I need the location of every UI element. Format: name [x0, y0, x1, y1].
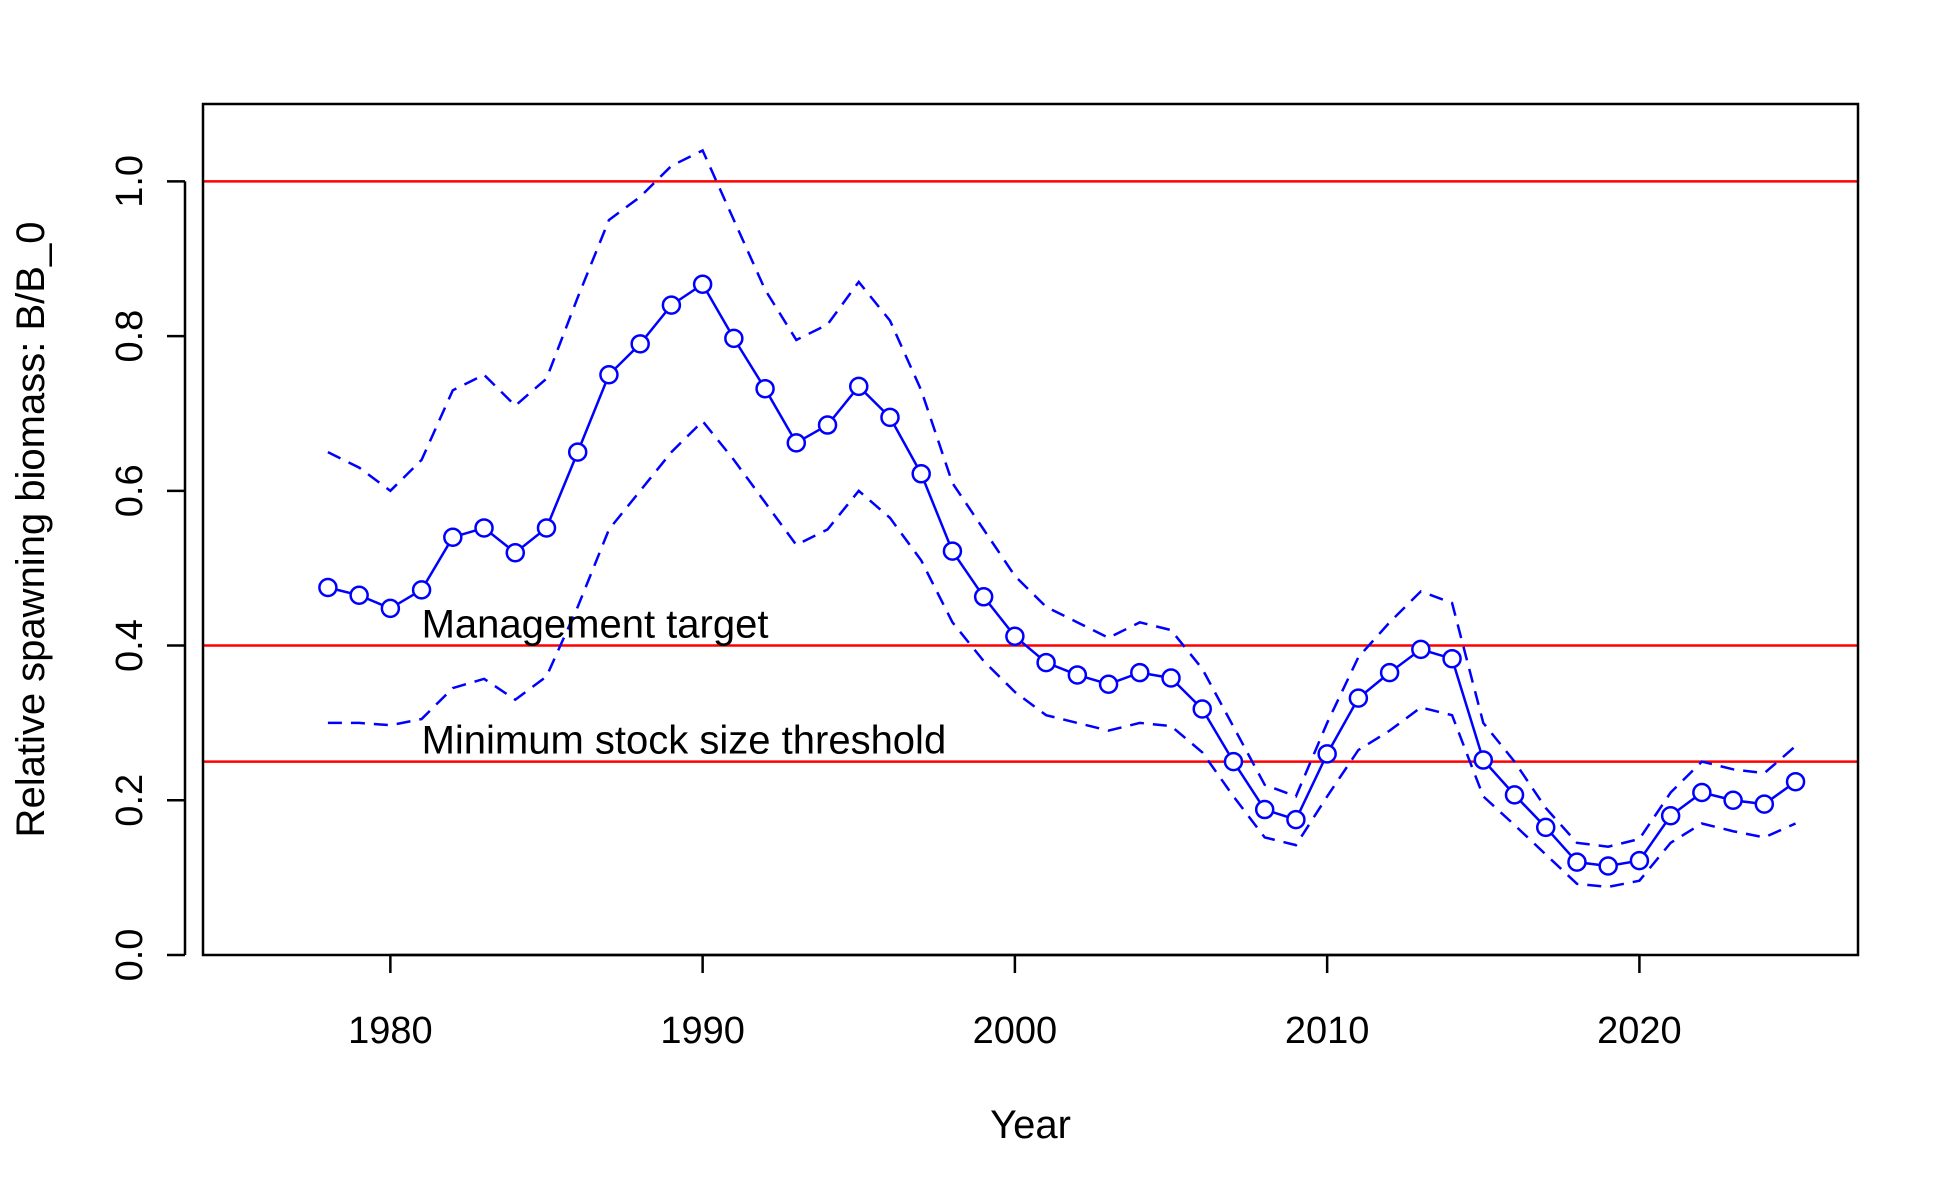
- data-point-2013: [1411, 639, 1431, 660]
- series-points: [318, 274, 1806, 876]
- y-tick-label-1: 0.2: [109, 774, 151, 827]
- data-point-1984: [505, 542, 526, 563]
- x-tick-label-2000: 2000: [973, 1010, 1058, 1052]
- y-axis-title: Relative spawning biomass: B/B_0: [9, 222, 53, 838]
- data-point-1983: [474, 518, 494, 538]
- data-point-2025: [1785, 771, 1806, 792]
- data-point-2015: [1473, 750, 1494, 770]
- data-point-2017: [1535, 817, 1556, 838]
- data-point-1988: [630, 334, 650, 354]
- data-point-2024: [1754, 794, 1775, 814]
- data-point-1978: [318, 577, 338, 598]
- reference-lines: [203, 180, 1858, 763]
- y-tick-label-3: 0.6: [109, 464, 151, 517]
- data-point-2000: [1005, 626, 1025, 647]
- x-axis-title: Year: [990, 1103, 1071, 1147]
- data-point-2019: [1598, 856, 1618, 876]
- annotation-1: Minimum stock size threshold: [422, 719, 947, 763]
- data-point-2023: [1723, 790, 1743, 811]
- x-tick-label-1980: 1980: [348, 1010, 433, 1052]
- data-point-2016: [1504, 785, 1525, 805]
- data-point-2018: [1567, 852, 1587, 872]
- data-point-2010: [1317, 744, 1337, 764]
- data-point-2004: [1130, 662, 1150, 683]
- data-point-1991: [724, 328, 744, 349]
- data-point-2022: [1692, 782, 1712, 803]
- y-axis: 0.0 0.2 0.4 0.6 0.8 1.0: [109, 155, 187, 982]
- x-axis: 1980 1990 2000 2010 2020: [348, 953, 1682, 1052]
- data-point-1982: [443, 527, 463, 547]
- y-tick-label-4: 0.8: [109, 310, 151, 363]
- data-point-2021: [1660, 805, 1681, 826]
- data-point-1989: [661, 295, 682, 315]
- x-tick-label-1990: 1990: [660, 1010, 745, 1052]
- data-point-2009: [1286, 809, 1306, 830]
- data-point-2011: [1348, 688, 1369, 708]
- data-point-1979: [349, 585, 369, 606]
- data-point-1981: [411, 580, 432, 600]
- data-point-2006: [1192, 699, 1212, 719]
- confidence-bound-line-2: [327, 419, 1797, 889]
- y-tick-label-5: 1.0: [109, 155, 151, 208]
- x-tick-label-2010: 2010: [1285, 1010, 1370, 1052]
- data-point-2003: [1098, 674, 1119, 694]
- data-point-2001: [1036, 652, 1056, 673]
- data-point-2012: [1379, 662, 1400, 683]
- y-tick-label-0: 0.0: [109, 929, 151, 982]
- data-point-2007: [1223, 751, 1244, 772]
- data-point-2008: [1254, 799, 1275, 820]
- data-point-1990: [692, 274, 713, 295]
- data-point-1992: [755, 378, 775, 399]
- data-point-1995: [849, 376, 869, 397]
- data-point-1998: [942, 541, 963, 561]
- estimate-line: [327, 282, 1797, 868]
- data-point-1980: [380, 598, 401, 619]
- data-point-2002: [1067, 665, 1088, 685]
- x-tick-label-2020: 2020: [1597, 1010, 1682, 1052]
- y-tick-label-2: 0.4: [109, 619, 151, 672]
- data-point-1997: [911, 464, 931, 484]
- data-point-1994: [817, 415, 838, 435]
- data-point-1996: [880, 407, 900, 428]
- data-point-2005: [1161, 668, 1181, 688]
- annotation-0: Management target: [422, 603, 769, 647]
- data-point-1993: [786, 433, 807, 453]
- annotations: Management target Minimum stock size thre…: [422, 603, 947, 763]
- data-point-1986: [567, 442, 588, 462]
- data-point-1999: [973, 587, 994, 607]
- data-point-2014: [1442, 648, 1462, 669]
- data-point-2020: [1629, 850, 1650, 871]
- data-point-1987: [599, 365, 619, 385]
- data-point-1985: [536, 518, 557, 538]
- confidence-bound-line-1: [327, 148, 1797, 848]
